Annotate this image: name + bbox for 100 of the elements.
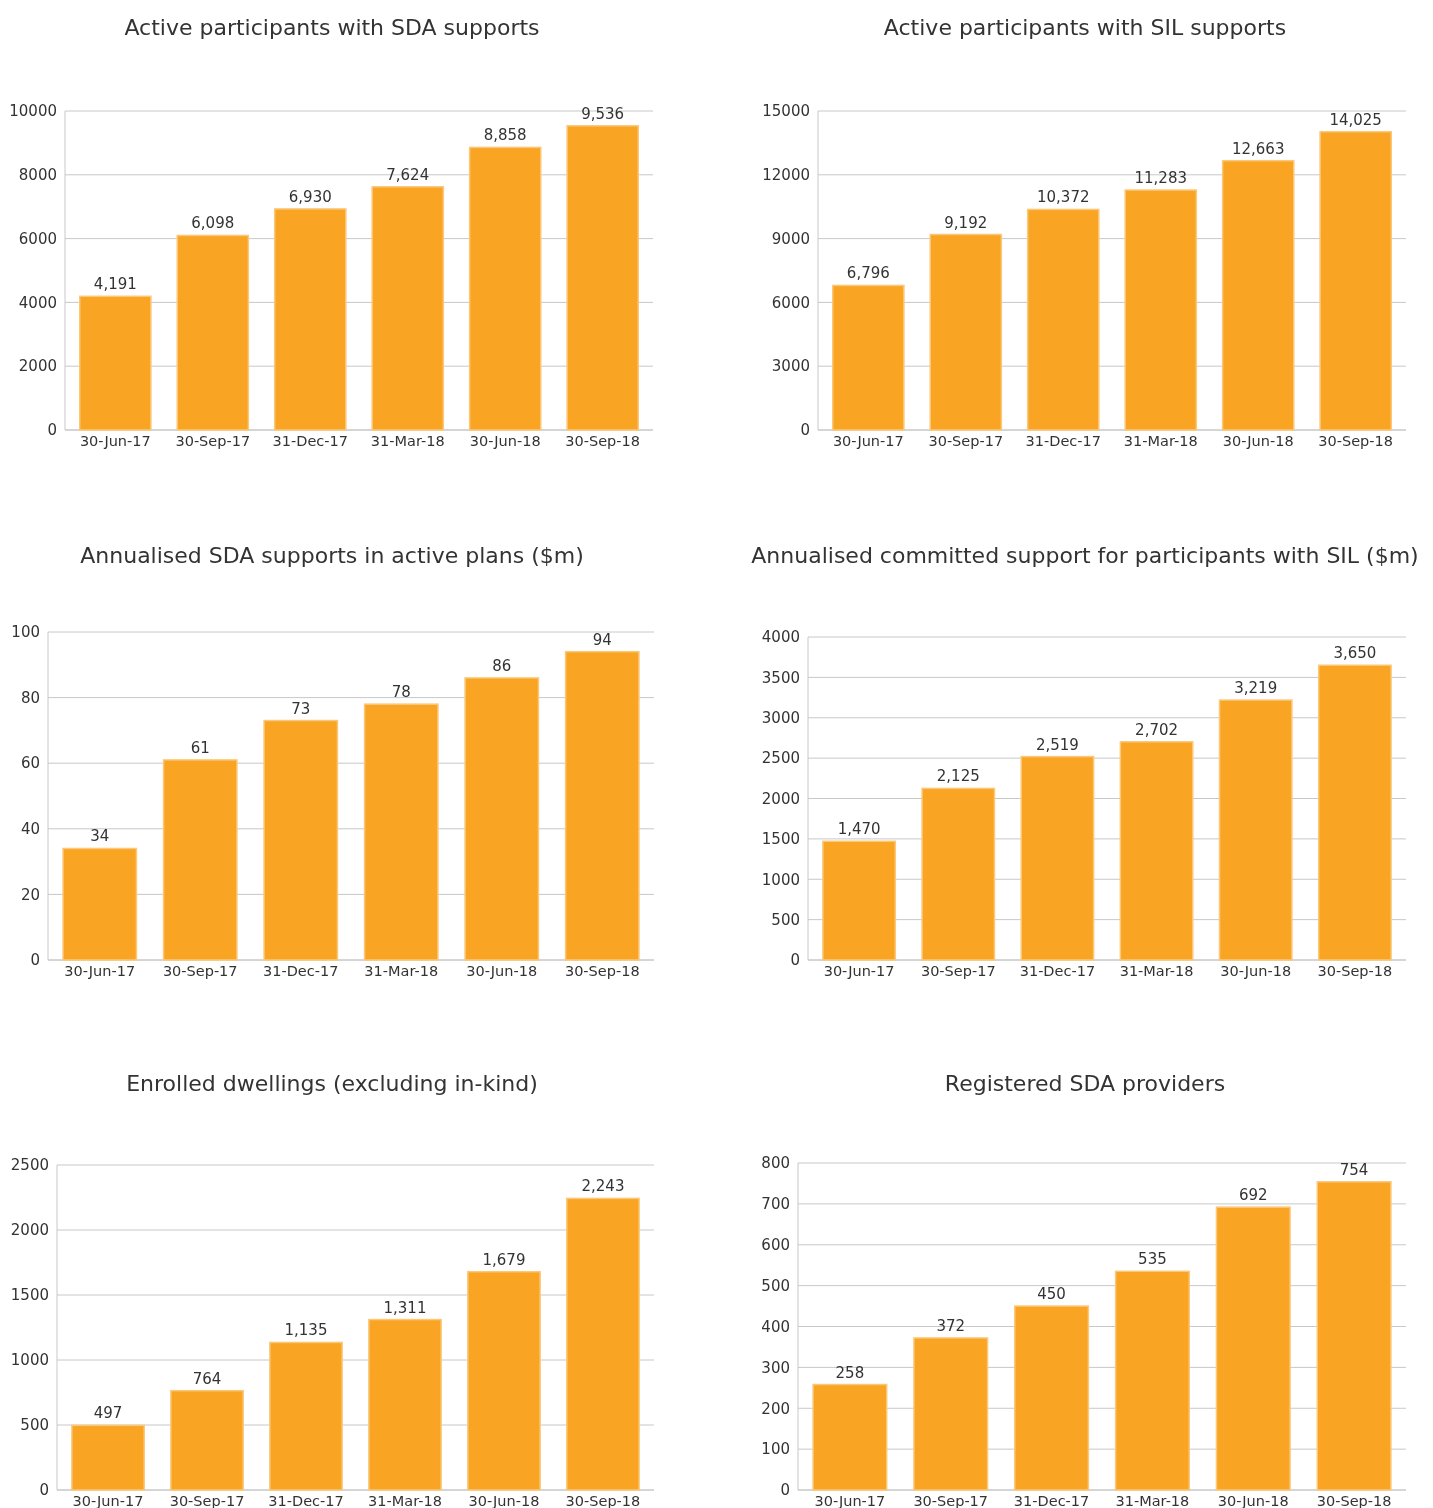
bar: [273, 208, 347, 431]
y-tick-label: 9000: [771, 229, 810, 248]
y-tick-label: 800: [761, 1154, 790, 1173]
y-tick-label: 3500: [761, 668, 800, 687]
bar: [1026, 208, 1100, 431]
y-tick-label: 60: [20, 754, 40, 773]
x-tick-label: 31-Dec-17: [263, 963, 339, 979]
data-label: 3,219: [1234, 679, 1278, 698]
data-label: 7,624: [386, 165, 430, 184]
y-tick-label: 0: [790, 951, 800, 970]
x-tick-label: 30-Sep-17: [928, 433, 1004, 449]
x-tick-label: 30-Sep-18: [565, 433, 641, 449]
bar: [913, 1337, 989, 1491]
y-tick-label: 2000: [18, 357, 57, 376]
x-tick-label: 30-Sep-17: [920, 963, 996, 979]
bar: [929, 233, 1003, 431]
data-label: 14,025: [1329, 110, 1382, 129]
data-label: 372: [936, 1316, 966, 1335]
x-tick-label: 30-Sep-17: [162, 963, 238, 979]
data-label: 9,536: [581, 104, 625, 123]
bar: [564, 650, 640, 961]
x-tick-label: 31-Mar-18: [1115, 1493, 1190, 1508]
bar: [79, 295, 152, 431]
bar: [1319, 130, 1392, 431]
data-label: 2,125: [936, 767, 980, 786]
data-label: 1,135: [284, 1321, 328, 1340]
data-label: 4,191: [93, 275, 137, 294]
y-tick-label: 1000: [10, 1351, 49, 1370]
bar: [468, 146, 542, 431]
data-label: 12,663: [1231, 139, 1285, 158]
bar: [162, 759, 238, 961]
data-label: 10,372: [1037, 188, 1090, 207]
bar: [263, 719, 339, 961]
bar: [1218, 699, 1293, 961]
x-tick-label: 30-Jun-17: [823, 963, 895, 979]
data-label: 2,243: [581, 1177, 625, 1196]
x-tick-label: 31-Mar-18: [1119, 963, 1194, 979]
y-tick-label: 6000: [771, 293, 810, 312]
x-tick-label: 30-Jun-18: [469, 433, 541, 449]
bar: [467, 1270, 541, 1491]
y-tick-label: 4000: [18, 293, 57, 312]
data-label: 497: [93, 1404, 123, 1423]
x-tick-label: 30-Jun-17: [64, 963, 136, 979]
bar: [1124, 189, 1198, 431]
y-tick-label: 0: [800, 421, 810, 440]
data-label: 3,650: [1333, 644, 1377, 663]
data-label: 764: [192, 1369, 222, 1388]
x-tick-label: 31-Dec-17: [1013, 1493, 1090, 1508]
data-label: 1,679: [482, 1250, 526, 1269]
bar: [1215, 1206, 1291, 1491]
y-tick-label: 700: [761, 1195, 790, 1214]
data-label: 11,283: [1134, 169, 1187, 188]
data-label: 450: [1037, 1285, 1066, 1304]
y-tick-label: 6000: [18, 229, 57, 248]
chart-title: Registered SDA providers: [944, 1070, 1226, 1096]
x-tick-label: 31-Dec-17: [1019, 963, 1096, 979]
y-tick-label: 2500: [761, 749, 800, 768]
x-tick-label: 30-Jun-17: [814, 1493, 886, 1508]
bar: [1014, 1305, 1090, 1491]
y-tick-label: 1500: [10, 1286, 49, 1305]
x-tick-label: 31-Mar-18: [370, 433, 445, 449]
data-label: 535: [1138, 1250, 1167, 1269]
x-tick-label: 30-Sep-18: [1317, 963, 1393, 979]
y-tick-label: 100: [761, 1440, 790, 1459]
bar: [812, 1383, 888, 1491]
y-tick-label: 400: [761, 1317, 790, 1336]
bar: [62, 847, 138, 961]
bar: [170, 1389, 244, 1491]
x-tick-label: 30-Sep-17: [175, 433, 251, 449]
y-tick-label: 0: [780, 1481, 790, 1500]
x-tick-label: 31-Mar-18: [364, 963, 439, 979]
data-label: 6,098: [191, 214, 235, 233]
y-tick-label: 200: [761, 1399, 790, 1418]
y-tick-label: 500: [20, 1416, 49, 1435]
bar: [832, 284, 905, 431]
chart-title: Active participants with SDA supports: [124, 14, 540, 40]
bar: [269, 1341, 343, 1491]
bar: [464, 677, 540, 961]
data-label: 2,519: [1035, 735, 1079, 754]
bar: [566, 1197, 640, 1491]
chart-title: Active participants with SIL supports: [883, 14, 1287, 40]
y-tick-label: 0: [47, 421, 57, 440]
y-tick-label: 12000: [762, 166, 810, 185]
x-tick-label: 31-Dec-17: [1025, 433, 1101, 449]
x-tick-label: 30-Jun-18: [1220, 963, 1292, 979]
y-tick-label: 4000: [761, 628, 800, 647]
chart-title: Annualised committed support for participants with SIL ($m): [751, 542, 1419, 568]
y-tick-label: 1500: [761, 830, 800, 849]
x-tick-label: 30-Jun-18: [1222, 433, 1294, 449]
bar: [1221, 159, 1295, 431]
y-tick-label: 2000: [761, 789, 800, 808]
y-tick-label: 3000: [761, 709, 800, 727]
bar: [368, 1318, 442, 1491]
x-tick-label: 30-Sep-18: [1318, 433, 1394, 449]
y-tick-label: 100: [11, 623, 40, 642]
bar: [822, 840, 897, 961]
bar: [1114, 1270, 1190, 1491]
data-label: 86: [492, 656, 512, 675]
data-label: 692: [1238, 1186, 1268, 1205]
data-label: 78: [391, 683, 411, 702]
